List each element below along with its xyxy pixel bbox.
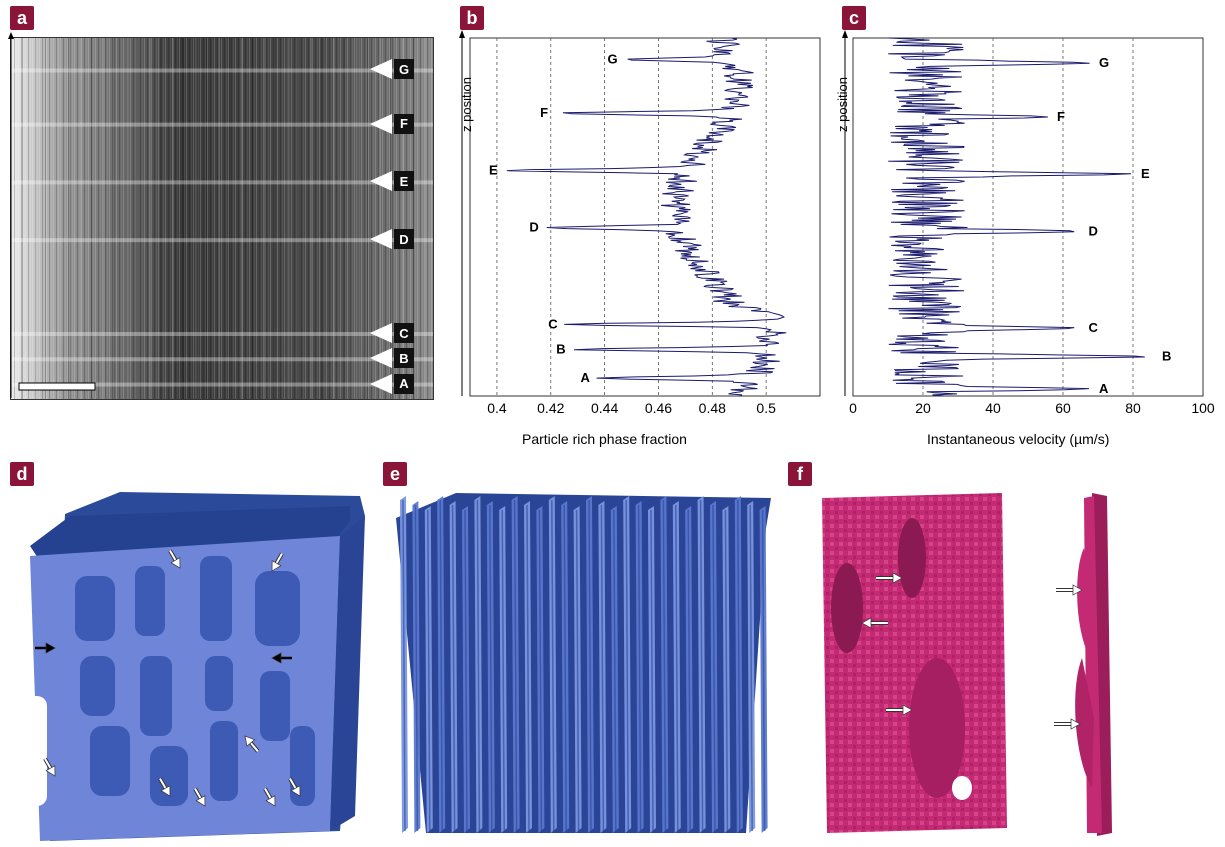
x-tick-label: 0 (849, 400, 857, 416)
marker-label-A: A (394, 373, 414, 394)
band-G (11, 68, 433, 73)
peak-label-C: C (1089, 320, 1099, 335)
marker-label-G: G (394, 59, 414, 80)
z-axis-arrow (842, 30, 848, 38)
panel-d-render (22, 492, 365, 841)
chart-b-xlabel: Particle rich phase fraction (522, 431, 687, 447)
arrow-icon (35, 642, 56, 654)
arrow-icon (288, 777, 301, 797)
arrow-icon (271, 552, 284, 572)
z-axis-arrow (459, 30, 465, 38)
chart-b-ylabel: z position (459, 77, 474, 132)
panel-a-image (10, 37, 434, 400)
marker-label-D: D (394, 229, 414, 250)
band-B (11, 357, 433, 362)
arrow-icon (861, 617, 888, 629)
arrow-icon (158, 777, 171, 797)
panel-e-render (396, 493, 771, 833)
arrow-icon (271, 652, 292, 664)
x-tick-label: 0.5 (756, 400, 776, 416)
peak-label-A: A (1099, 381, 1109, 396)
panel-letter-e: e (383, 462, 407, 486)
peak-label-G: G (1099, 55, 1109, 70)
chart-c: G F E D C B A (842, 30, 1204, 397)
scale-bar (18, 382, 96, 391)
data-line (888, 37, 1145, 397)
x-tick-label: 60 (1055, 400, 1071, 416)
peak-label-E: E (489, 162, 498, 177)
x-tick-label: 0.44 (590, 400, 619, 416)
marker-label-E: E (394, 171, 414, 192)
arrow-icon (886, 704, 913, 716)
peak-label-D: D (529, 220, 538, 235)
arrow-icon (244, 735, 260, 753)
arrow-icon (193, 787, 206, 807)
chart-b: G F E D CB A (459, 30, 821, 397)
plot-frame (852, 37, 1204, 397)
panel-letter-d: d (10, 462, 34, 486)
peak-label-D: D (1089, 223, 1098, 238)
x-tick-label: 100 (1191, 400, 1215, 416)
panel-letter-a: a (10, 6, 34, 30)
band-E (11, 180, 433, 185)
panel-letter-b: b (460, 6, 484, 30)
x-tick-label: 40 (985, 400, 1001, 416)
x-tick-label: 0.42 (537, 400, 565, 416)
band-C (11, 332, 433, 337)
marker-arrow-A (370, 373, 392, 394)
arrow-icon (168, 549, 181, 569)
x-tick-label: 0.46 (644, 400, 673, 416)
marker-arrow-E (370, 171, 392, 192)
arrow-icon (43, 757, 56, 777)
marker-label-C: C (394, 323, 414, 344)
peak-label-B: B (556, 341, 565, 356)
peak-label-F: F (1057, 109, 1065, 124)
arrow-icon (876, 572, 903, 584)
arrow-icon (1056, 584, 1083, 596)
marker-label-B: B (394, 348, 414, 369)
peak-label-A: A (581, 370, 591, 385)
panel-letter-f: f (788, 462, 812, 486)
data-line (506, 37, 787, 397)
tomography-slice (11, 38, 433, 399)
marker-arrow-D (370, 229, 392, 250)
band-F (11, 122, 433, 127)
plot-frame (469, 37, 821, 397)
peak-label-E: E (1141, 166, 1150, 181)
marker-arrow-G (370, 59, 392, 80)
x-tick-label: 0.4 (487, 400, 507, 416)
x-tick-label: 80 (1125, 400, 1141, 416)
arrow-icon (1054, 718, 1081, 730)
chart-c-xlabel: Instantaneous velocity (µm/s) (927, 431, 1110, 447)
panel-f-render (822, 493, 1112, 836)
band-A (11, 382, 433, 387)
peak-label-G: G (607, 51, 617, 66)
band-D (11, 238, 433, 243)
peak-label-B: B (1162, 349, 1171, 364)
peak-label-C: C (548, 316, 558, 331)
marker-label-F: F (394, 113, 414, 134)
panel-letter-c: c (842, 6, 866, 30)
arrow-icon (263, 787, 276, 807)
marker-arrow-C (370, 323, 392, 344)
chart-c-ylabel: z position (835, 77, 850, 132)
panel-a-z-axis (8, 32, 14, 398)
x-tick-label: 0.48 (698, 400, 726, 416)
marker-arrow-B (370, 348, 392, 369)
marker-arrow-F (370, 113, 392, 134)
peak-label-F: F (540, 105, 548, 120)
x-tick-label: 20 (915, 400, 931, 416)
